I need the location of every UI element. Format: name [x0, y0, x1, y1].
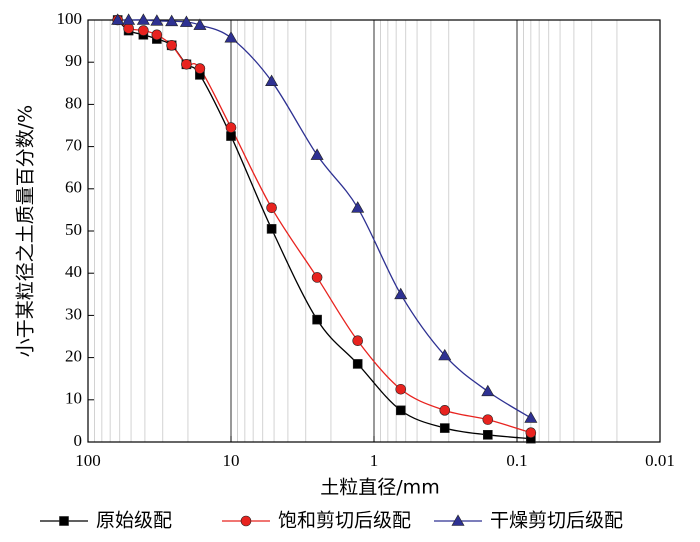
plot-frame	[87, 19, 661, 443]
marker	[165, 14, 179, 27]
y-tick-label: 10	[65, 389, 82, 408]
marker	[395, 383, 407, 395]
x-tick-label: 100	[75, 451, 101, 470]
marker	[483, 430, 493, 440]
marker	[138, 25, 149, 36]
marker	[352, 335, 364, 347]
marker	[266, 224, 277, 234]
marker	[111, 13, 125, 25]
marker	[439, 423, 450, 433]
y-tick-label: 20	[65, 347, 82, 366]
legend-item: 原始级配	[40, 510, 172, 532]
marker	[481, 384, 495, 397]
y-tick-label: 0	[74, 431, 83, 450]
marker	[482, 414, 494, 425]
marker	[310, 148, 324, 160]
y-tick-label: 40	[65, 262, 82, 281]
legend-item: 干燥剪切后级配	[434, 510, 623, 532]
marker	[59, 516, 69, 526]
x-tick-label: 0.01	[645, 451, 675, 470]
marker	[394, 287, 408, 300]
x-tick-label: 1	[370, 451, 379, 470]
marker	[123, 23, 134, 34]
marker	[181, 59, 192, 70]
y-tick-label: 70	[65, 136, 82, 155]
marker	[166, 40, 177, 51]
legend-label: 干燥剪切后级配	[490, 510, 623, 532]
marker	[193, 18, 207, 30]
marker	[525, 427, 537, 439]
marker	[240, 515, 252, 527]
marker	[224, 31, 238, 43]
marker	[311, 272, 323, 283]
marker	[451, 514, 465, 526]
marker	[352, 359, 363, 369]
marker	[438, 348, 452, 361]
legend-label: 原始级配	[96, 510, 172, 532]
marker	[312, 314, 322, 325]
marker	[179, 15, 193, 27]
y-tick-label: 50	[65, 220, 82, 239]
marker	[194, 63, 206, 74]
x-axis-label: 土粒直径/mm	[320, 477, 439, 499]
marker	[265, 74, 279, 86]
marker	[150, 14, 164, 26]
legend-label: 饱和剪切后级配	[278, 510, 411, 532]
x-tick-label: 10	[223, 451, 240, 470]
y-tick-label: 60	[65, 178, 82, 197]
y-tick-label: 90	[65, 51, 82, 70]
marker	[122, 13, 136, 25]
y-tick-label: 30	[65, 304, 82, 323]
marker	[225, 122, 237, 133]
series-line	[117, 19, 531, 440]
legend-item: 饱和剪切后级配	[222, 510, 411, 532]
marker	[151, 29, 163, 41]
marker	[351, 201, 365, 213]
marker	[395, 405, 406, 416]
y-axis-label: 小于某粒径之土质量百分数/%	[15, 105, 37, 357]
marker	[266, 202, 277, 214]
series-line	[117, 19, 532, 434]
y-tick-label: 100	[57, 9, 83, 28]
marker	[524, 411, 538, 423]
marker	[439, 405, 451, 416]
y-tick-label: 80	[65, 93, 82, 112]
marker	[136, 13, 150, 25]
series-line	[117, 19, 532, 419]
x-tick-label: 0.1	[506, 451, 527, 470]
